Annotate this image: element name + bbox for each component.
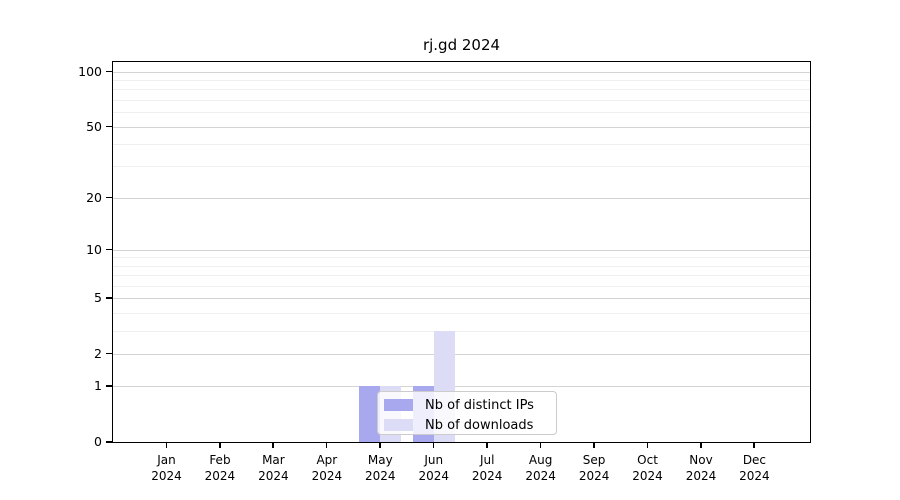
- x-tick-mark: [325, 442, 328, 448]
- major-gridline: [113, 197, 810, 199]
- x-tick-label: Nov 2024: [685, 453, 717, 483]
- y-tick-mark: [106, 70, 112, 73]
- x-tick-mark: [753, 442, 756, 448]
- y-tick-label: 100: [78, 63, 102, 79]
- major-gridline: [113, 249, 810, 251]
- downloads-swatch: [384, 419, 413, 431]
- minor-gridline: [113, 275, 810, 277]
- minor-gridline: [113, 166, 810, 168]
- minor-gridline: [113, 312, 810, 314]
- major-gridline: [113, 386, 810, 388]
- y-tick-label: 10: [86, 241, 102, 257]
- y-tick-mark: [106, 125, 112, 128]
- x-tick-mark: [272, 442, 274, 448]
- chart-legend: Nb of distinct IPs Nb of downloads: [377, 391, 557, 435]
- x-tick-label: Oct 2024: [632, 453, 663, 483]
- minor-gridline: [113, 99, 810, 101]
- major-gridline: [113, 353, 810, 355]
- y-tick-label: 2: [94, 345, 102, 361]
- major-gridline: [113, 71, 810, 73]
- y-tick-mark: [106, 441, 112, 443]
- y-tick-label: 50: [86, 118, 102, 134]
- distinct-ips-bar-may: [359, 386, 381, 442]
- major-gridline: [113, 126, 810, 128]
- minor-gridline: [113, 265, 810, 267]
- x-tick-mark: [379, 442, 381, 448]
- minor-gridline: [113, 80, 810, 82]
- legend-label-downloads: Nb of downloads: [425, 417, 534, 433]
- x-tick-mark: [432, 442, 435, 448]
- x-tick-label: May 2024: [365, 453, 396, 483]
- x-tick-mark: [646, 442, 649, 448]
- x-tick-label: Dec 2024: [739, 453, 770, 483]
- x-tick-mark: [593, 442, 595, 448]
- x-tick-label: Jun 2024: [418, 453, 450, 483]
- x-tick-label: Sep 2024: [578, 453, 610, 483]
- distinct-ips-swatch: [384, 399, 413, 411]
- x-tick-mark: [486, 442, 488, 448]
- minor-gridline: [113, 144, 810, 146]
- x-tick-mark: [700, 442, 702, 448]
- x-tick-label: Jan 2024: [151, 453, 182, 483]
- minor-gridline: [113, 112, 810, 114]
- legend-entry-downloads: Nb of downloads: [384, 416, 556, 434]
- x-tick-mark: [539, 442, 542, 448]
- y-tick-mark: [106, 196, 112, 199]
- y-tick-label: 0: [94, 434, 102, 449]
- y-tick-label: 1: [94, 378, 102, 394]
- x-tick-mark: [218, 442, 221, 448]
- y-tick-label: 5: [94, 290, 102, 306]
- legend-label-distinct-ips: Nb of distinct IPs: [425, 397, 534, 413]
- minor-gridline: [113, 285, 810, 287]
- y-tick-mark: [106, 297, 112, 299]
- y-tick-mark: [106, 385, 112, 387]
- major-gridline: [113, 298, 810, 300]
- plot-area: Nb of distinct IPs Nb of downloads: [112, 61, 811, 443]
- x-tick-mark: [165, 442, 168, 448]
- y-tick-mark: [106, 248, 112, 251]
- x-tick-label: Apr 2024: [311, 453, 343, 483]
- y-tick-label: 20: [86, 189, 102, 205]
- x-tick-label: Mar 2024: [258, 453, 289, 483]
- minor-gridline: [113, 330, 810, 332]
- x-tick-label: Jul 2024: [471, 453, 503, 483]
- minor-gridline: [113, 89, 810, 91]
- chart-title: rj.gd 2024: [422, 36, 501, 54]
- x-tick-label: Aug 2024: [525, 453, 556, 483]
- y-tick-mark: [106, 352, 112, 355]
- legend-entry-distinct-ips: Nb of distinct IPs: [384, 396, 556, 414]
- x-tick-label: Feb 2024: [204, 453, 236, 483]
- minor-gridline: [113, 257, 810, 259]
